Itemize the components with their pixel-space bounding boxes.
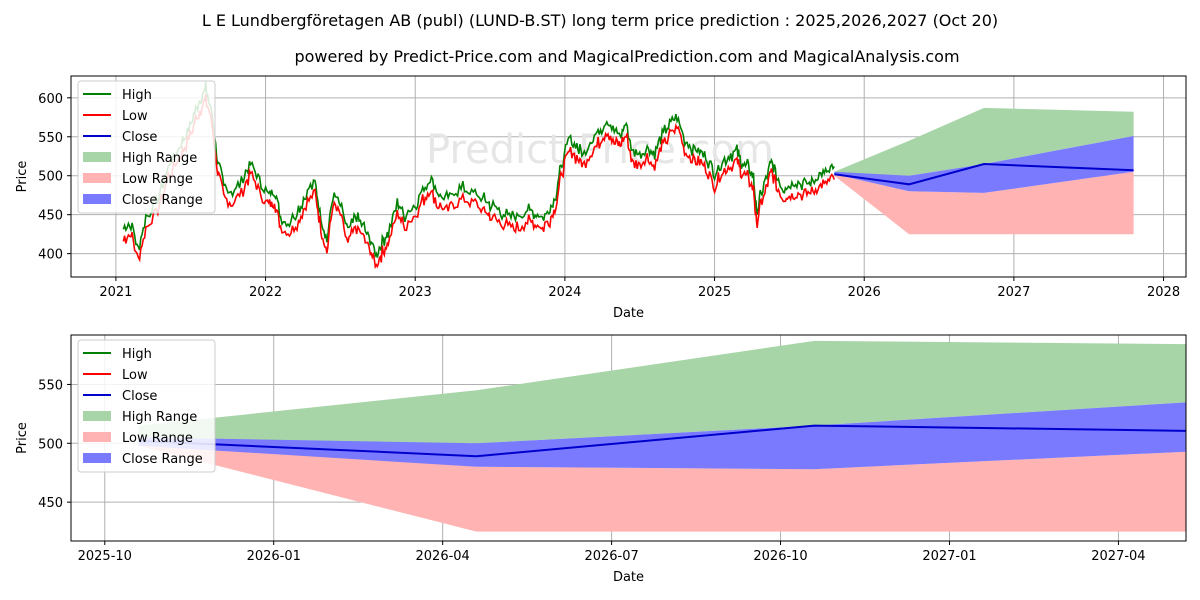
x-tick-label: 2023 xyxy=(399,285,432,300)
low-series-line xyxy=(122,94,836,270)
y-tick-label: 500 xyxy=(38,170,63,185)
legend-label-close-range: Close Range xyxy=(122,193,203,208)
x-tick-label: 2026 xyxy=(848,285,881,300)
chart-subtitle: powered by Predict-Price.com and Magical… xyxy=(294,47,959,66)
x-tick-label: 2028 xyxy=(1147,285,1180,300)
legend-label-close: Close xyxy=(122,389,157,404)
legend: High Low Close High Range Low Range Close Ran… xyxy=(77,339,216,473)
low-range-legend-swatch xyxy=(83,432,111,442)
close-series-line xyxy=(834,162,1134,186)
high-series-line xyxy=(122,81,835,259)
legend-label-close-range: Close Range xyxy=(122,452,203,467)
high-range-legend-swatch xyxy=(83,152,111,162)
y-tick-label: 500 xyxy=(38,437,63,452)
axes-frame xyxy=(70,334,1187,542)
x-tick-label: 2026-07 xyxy=(584,549,638,564)
close-series-line xyxy=(138,424,1186,458)
low-range-legend-swatch xyxy=(83,173,111,183)
y-tick-label: 550 xyxy=(38,378,63,393)
x-tick-label: 2026-01 xyxy=(247,549,301,564)
y-tick-label: 450 xyxy=(38,209,63,224)
legend-label-high-range: High Range xyxy=(122,151,197,166)
legend-label-low-range: Low Range xyxy=(122,431,193,446)
legend-label-high: High xyxy=(122,88,152,103)
x-tick-label: 2026-10 xyxy=(753,549,807,564)
y-axis-label: Price xyxy=(15,422,30,454)
chart-title: L E Lundbergföretagen AB (publ) (LUND-B.… xyxy=(202,11,998,30)
x-tick-label: 2022 xyxy=(249,285,282,300)
high-range-band xyxy=(834,107,1134,176)
legend-label-low: Low xyxy=(122,368,148,383)
legend-label-high: High xyxy=(122,347,152,362)
legend-box xyxy=(77,339,216,473)
x-tick-label: 2027-01 xyxy=(922,549,976,564)
close-range-legend-swatch xyxy=(83,194,111,204)
y-tick-label: 550 xyxy=(38,131,63,146)
x-tick-label: 2024 xyxy=(548,285,581,300)
legend-label-low-range: Low Range xyxy=(122,172,193,187)
x-tick-label: 2026-04 xyxy=(416,549,470,564)
legend-label-high-range: High Range xyxy=(122,410,197,425)
history-panel: Predict-Price.comPredict-Price.comPredic… xyxy=(15,75,1187,321)
legend-label-close: Close xyxy=(122,130,157,145)
low-range-band xyxy=(834,171,1134,235)
legend-label-low: Low xyxy=(122,109,148,124)
legend-box xyxy=(77,80,216,214)
plot-area: Predict-Price.comPredict-Price.comPredic… xyxy=(122,81,1134,277)
y-tick-label: 600 xyxy=(38,92,63,107)
y-tick-label: 450 xyxy=(38,496,63,511)
y-axis-label: Price xyxy=(15,161,30,193)
legend: High Low Close High Range Low Range Close Ran… xyxy=(77,80,216,214)
x-tick-label: 2027-04 xyxy=(1091,549,1145,564)
axes-frame xyxy=(70,75,1187,278)
x-tick-label: 2025 xyxy=(698,285,731,300)
x-tick-label: 2025-10 xyxy=(78,549,132,564)
close-range-legend-swatch xyxy=(83,453,111,463)
high-range-band xyxy=(138,340,1186,444)
y-tick-label: 400 xyxy=(38,248,63,263)
x-axis-label: Date xyxy=(613,570,644,585)
high-range-legend-swatch xyxy=(83,411,111,421)
x-tick-label: 2027 xyxy=(997,285,1030,300)
low-range-band xyxy=(138,440,1186,532)
x-tick-label: 2021 xyxy=(99,285,132,300)
x-axis-label: Date xyxy=(613,306,644,321)
